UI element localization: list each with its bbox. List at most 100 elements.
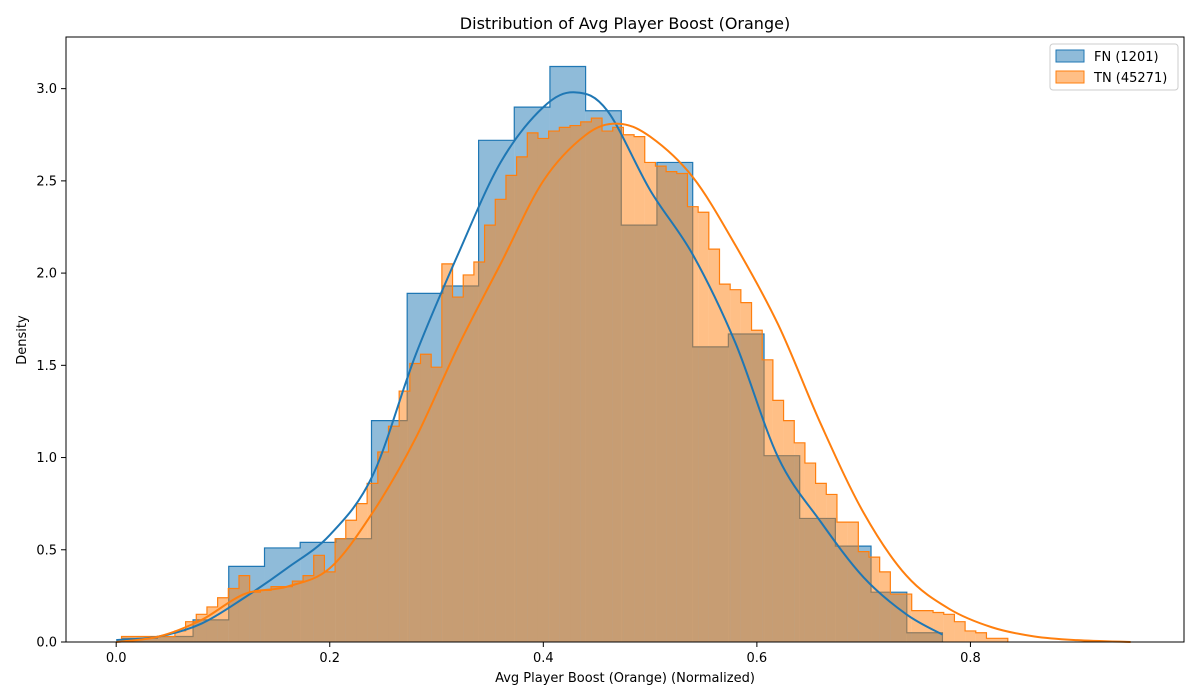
histogram-bar xyxy=(324,571,336,642)
y-tick-label: 0.5 xyxy=(36,543,57,558)
histogram-bar xyxy=(708,249,720,642)
histogram-bar xyxy=(698,212,709,643)
histogram-bar xyxy=(933,612,944,642)
x-tick-label: 0.8 xyxy=(960,651,981,666)
histogram-bar xyxy=(580,121,592,643)
histogram-bar xyxy=(217,597,229,642)
histogram-series-1 xyxy=(120,117,1009,643)
histogram-bar xyxy=(740,302,752,642)
histogram-bar xyxy=(634,136,645,642)
y-axis-label: Density xyxy=(15,315,30,365)
histogram-bar xyxy=(495,199,506,642)
kde-line-series-0 xyxy=(116,91,943,642)
histogram-bar xyxy=(943,614,955,642)
x-tick-label: 0.0 xyxy=(106,651,127,666)
histogram-bar xyxy=(783,420,795,642)
histogram-bar xyxy=(570,125,581,643)
histogram-bar xyxy=(612,127,624,642)
histogram-bar xyxy=(228,588,239,642)
histogram-bar xyxy=(772,400,784,642)
histogram-bar xyxy=(196,614,207,642)
histogram-bar xyxy=(847,522,859,642)
x-axis: 0.0 0.2 0.4 0.6 0.8 xyxy=(106,642,981,666)
histogram-bar xyxy=(794,442,805,642)
histogram-bar xyxy=(623,134,635,642)
y-tick-label: 1.0 xyxy=(36,451,57,466)
histogram-bar xyxy=(484,225,496,642)
histogram-bar xyxy=(313,555,325,642)
histogram-bar xyxy=(901,594,912,642)
histogram-bar xyxy=(537,138,549,642)
histogram-bar xyxy=(602,131,613,642)
histogram-bar xyxy=(409,363,421,642)
histogram-bar xyxy=(292,581,304,642)
plot-area xyxy=(116,65,1131,643)
histogram-bar xyxy=(335,538,346,642)
legend-label-fn: FN (1201) xyxy=(1094,50,1159,65)
chart-title: Distribution of Avg Player Boost (Orange… xyxy=(460,14,790,33)
histogram-bar xyxy=(367,483,378,642)
histogram-outline xyxy=(120,117,1009,642)
histogram-bar xyxy=(879,571,891,642)
histogram-bar xyxy=(666,171,677,642)
kde-line-series-1 xyxy=(116,122,1131,643)
histogram-bar xyxy=(751,330,763,642)
histogram-bar xyxy=(836,522,848,642)
y-tick-label: 3.0 xyxy=(36,82,57,97)
histogram-bar xyxy=(911,610,934,642)
histogram-bar xyxy=(399,391,410,642)
histogram-bar xyxy=(185,621,197,642)
histogram-bar xyxy=(559,127,571,642)
histogram-bar xyxy=(687,206,699,642)
histogram-bar xyxy=(420,354,432,642)
histogram-bar xyxy=(655,166,667,642)
legend-label-tn: TN (45271) xyxy=(1093,71,1167,86)
y-tick-label: 2.0 xyxy=(36,267,57,282)
histogram-bar xyxy=(965,630,976,642)
x-tick-label: 0.2 xyxy=(319,651,340,666)
histogram-bar xyxy=(174,630,186,642)
histogram-bar xyxy=(473,262,485,642)
histogram-bar xyxy=(356,503,368,642)
histogram-bar xyxy=(238,575,250,642)
histogram-bar xyxy=(548,131,560,642)
x-tick-label: 0.6 xyxy=(747,651,768,666)
histogram-bar xyxy=(869,557,880,642)
histogram-bar xyxy=(826,494,837,642)
histogram-bar xyxy=(975,632,987,642)
histogram-bar xyxy=(303,575,314,642)
histogram-bar xyxy=(441,263,453,643)
histogram-bar xyxy=(890,594,902,642)
y-tick-label: 0.0 xyxy=(36,636,57,651)
histogram-bar xyxy=(431,367,442,642)
histogram-bar xyxy=(505,175,517,642)
y-tick-label: 2.5 xyxy=(36,174,57,189)
histogram-bar xyxy=(986,638,1008,642)
histogram-bar xyxy=(730,289,741,642)
x-tick-label: 0.4 xyxy=(533,651,554,666)
histogram-bar xyxy=(249,592,261,642)
histogram-bar xyxy=(676,173,688,643)
histogram-bar xyxy=(377,452,389,642)
y-tick-label: 1.5 xyxy=(36,359,57,374)
histogram-bar xyxy=(644,162,656,642)
histogram-bar xyxy=(463,274,474,642)
legend: FN (1201) TN (45271) xyxy=(1049,43,1179,91)
legend-swatch-fn xyxy=(1055,49,1085,63)
legend-swatch-tn xyxy=(1055,70,1085,84)
histogram-bar xyxy=(206,606,218,642)
histogram-bar xyxy=(516,156,528,642)
histogram-bar xyxy=(345,520,357,642)
histogram-bar xyxy=(260,590,272,642)
histogram-bar xyxy=(452,297,464,642)
histogram-bar xyxy=(719,284,731,642)
histogram-bar xyxy=(815,483,827,642)
histogram-bar xyxy=(762,359,773,642)
histogram-bar xyxy=(954,621,966,642)
histogram-bar xyxy=(591,118,603,642)
x-axis-label: Avg Player Boost (Orange) (Normalized) xyxy=(495,671,755,686)
y-axis: 0.0 0.5 1.0 1.5 2.0 2.5 3.0 xyxy=(36,82,66,651)
histogram-bar xyxy=(527,132,538,642)
histogram-bar xyxy=(858,551,869,642)
